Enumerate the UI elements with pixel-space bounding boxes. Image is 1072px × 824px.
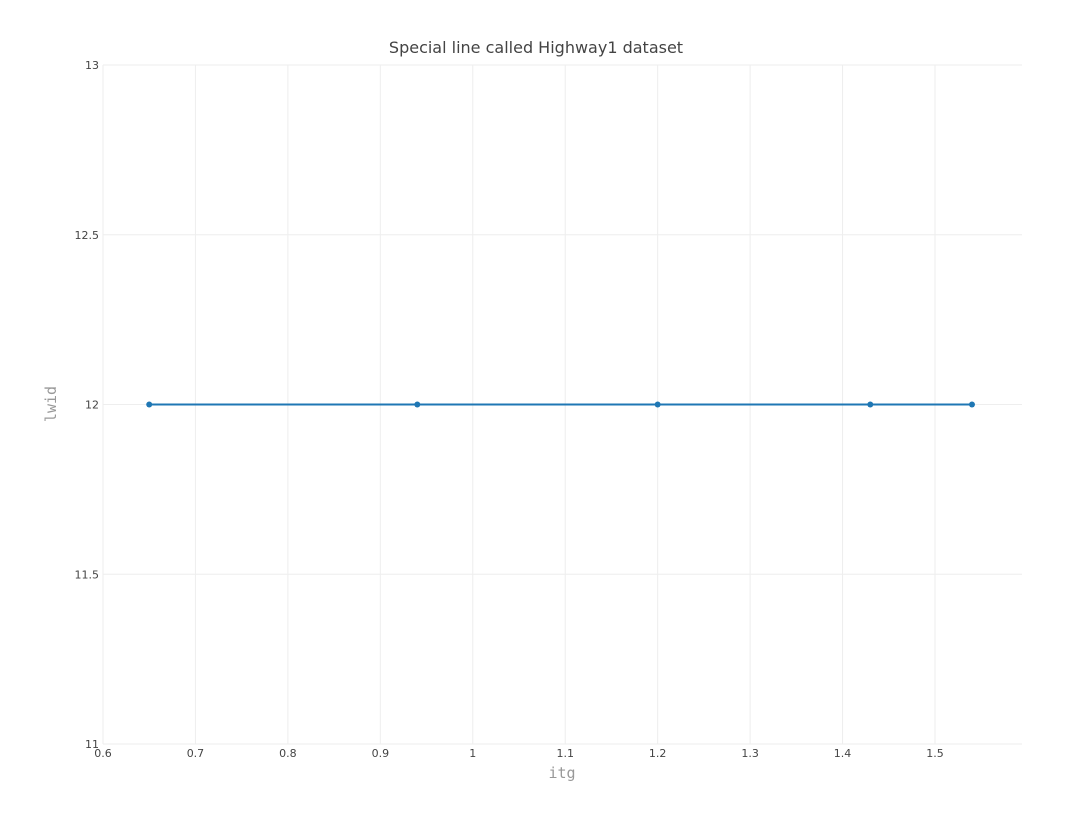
series-layer xyxy=(146,401,975,408)
y-tick-label: 11 xyxy=(85,738,99,751)
x-axis-title: itg xyxy=(548,764,575,782)
chart-title: Special line called Highway1 dataset xyxy=(389,38,683,57)
x-tick-label: 0.9 xyxy=(372,747,390,760)
x-tick-label: 1.5 xyxy=(926,747,944,760)
y-axis-title: lwid xyxy=(42,386,60,422)
data-point[interactable] xyxy=(968,401,975,408)
x-tick-label: 0.8 xyxy=(279,747,297,760)
x-tick-label: 1.4 xyxy=(834,747,852,760)
y-tick-label: 11.5 xyxy=(75,568,100,581)
x-tick-label: 0.7 xyxy=(187,747,205,760)
x-tick-label: 1.1 xyxy=(556,747,574,760)
tick-labels: 0.6 0.7 0.8 0.9 1 1.1 1.2 1.3 1.4 1.5 11 11.5 12 12.5… xyxy=(75,59,944,760)
data-point[interactable] xyxy=(654,401,661,408)
data-point[interactable] xyxy=(146,401,153,408)
x-tick-label: 1.2 xyxy=(649,747,667,760)
y-tick-label: 13 xyxy=(85,59,99,72)
x-tick-label: 0.6 xyxy=(94,747,112,760)
y-tick-label: 12.5 xyxy=(75,229,100,242)
x-tick-label: 1 xyxy=(469,747,476,760)
y-tick-label: 12 xyxy=(85,399,99,412)
data-point[interactable] xyxy=(867,401,874,408)
x-tick-label: 1.3 xyxy=(741,747,759,760)
data-point[interactable] xyxy=(414,401,421,408)
